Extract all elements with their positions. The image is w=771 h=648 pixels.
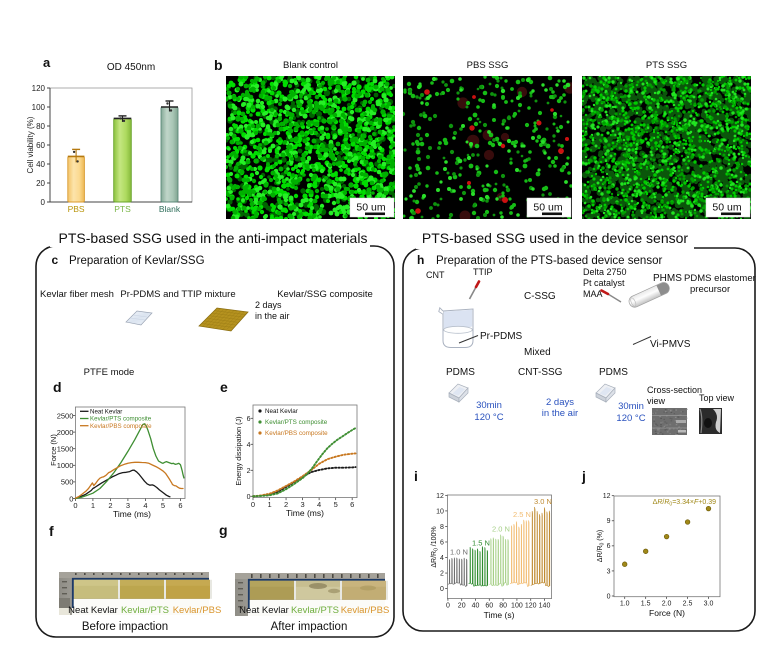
svg-text:d: d bbox=[53, 379, 62, 395]
svg-text:0: 0 bbox=[73, 501, 77, 510]
svg-text:20: 20 bbox=[36, 179, 45, 188]
svg-text:2 days: 2 days bbox=[255, 300, 282, 310]
svg-text:Neat Kevlar: Neat Kevlar bbox=[90, 409, 122, 416]
svg-text:500: 500 bbox=[61, 478, 74, 487]
svg-text:2: 2 bbox=[247, 468, 251, 475]
svg-text:Kevlar/PTS composite: Kevlar/PTS composite bbox=[90, 416, 152, 423]
svg-text:120: 120 bbox=[32, 84, 46, 93]
svg-text:Cell viability (%): Cell viability (%) bbox=[26, 116, 35, 173]
svg-text:2500: 2500 bbox=[57, 411, 74, 420]
svg-text:0: 0 bbox=[247, 494, 251, 501]
svg-text:Blank control: Blank control bbox=[283, 60, 338, 71]
svg-text:100: 100 bbox=[32, 103, 46, 112]
svg-text:PTS SSG: PTS SSG bbox=[646, 60, 687, 71]
svg-text:PBS SSG: PBS SSG bbox=[467, 60, 509, 71]
svg-text:a: a bbox=[43, 55, 51, 70]
svg-text:PBS: PBS bbox=[68, 204, 85, 214]
svg-text:4: 4 bbox=[317, 500, 321, 509]
svg-text:Kevlar/PBS composite: Kevlar/PBS composite bbox=[90, 423, 152, 430]
svg-text:PTS-based SSG used in the devi: PTS-based SSG used in the device sensor bbox=[422, 230, 688, 246]
svg-text:Time (ms): Time (ms) bbox=[113, 509, 151, 519]
svg-text:e: e bbox=[220, 379, 228, 395]
svg-text:Kevlar fiber mesh: Kevlar fiber mesh bbox=[40, 289, 114, 300]
svg-text:5: 5 bbox=[161, 501, 165, 510]
svg-text:in the air: in the air bbox=[255, 311, 290, 321]
svg-text:PTS: PTS bbox=[114, 204, 131, 214]
svg-text:80: 80 bbox=[36, 122, 45, 131]
svg-text:b: b bbox=[214, 57, 223, 73]
svg-text:2: 2 bbox=[284, 500, 288, 509]
svg-text:1: 1 bbox=[91, 501, 95, 510]
svg-text:5: 5 bbox=[334, 500, 338, 509]
svg-text:1: 1 bbox=[267, 500, 271, 509]
svg-text:Kevlar/SSG composite: Kevlar/SSG composite bbox=[277, 289, 373, 300]
svg-text:50 um: 50 um bbox=[712, 202, 741, 214]
svg-text:Blank: Blank bbox=[159, 204, 181, 214]
svg-text:0: 0 bbox=[69, 494, 73, 503]
svg-text:2000: 2000 bbox=[57, 428, 74, 437]
svg-text:Preparation of Kevlar/SSG: Preparation of Kevlar/SSG bbox=[69, 255, 205, 267]
svg-text:50 um: 50 um bbox=[533, 202, 562, 214]
svg-text:0: 0 bbox=[41, 198, 46, 207]
svg-text:c: c bbox=[52, 253, 59, 267]
svg-text:4: 4 bbox=[143, 501, 147, 510]
svg-text:6: 6 bbox=[350, 500, 354, 509]
svg-text:0: 0 bbox=[251, 500, 255, 509]
svg-text:PTS-based SSG used in the anti: PTS-based SSG used in the anti-impact ma… bbox=[59, 230, 368, 246]
svg-text:1500: 1500 bbox=[57, 445, 74, 454]
svg-text:Pr-PDMS and TTIP mixture: Pr-PDMS and TTIP mixture bbox=[120, 289, 235, 300]
svg-text:PTFE mode: PTFE mode bbox=[84, 367, 135, 378]
svg-text:3: 3 bbox=[126, 501, 130, 510]
svg-text:6: 6 bbox=[178, 501, 182, 510]
svg-text:2: 2 bbox=[108, 501, 112, 510]
svg-text:OD 450nm: OD 450nm bbox=[107, 62, 155, 73]
svg-text:3: 3 bbox=[301, 500, 305, 509]
svg-text:50 um: 50 um bbox=[356, 202, 385, 214]
svg-text:Force (N): Force (N) bbox=[49, 434, 58, 466]
svg-text:1000: 1000 bbox=[57, 461, 74, 470]
svg-text:40: 40 bbox=[36, 160, 45, 169]
svg-text:60: 60 bbox=[36, 141, 45, 150]
